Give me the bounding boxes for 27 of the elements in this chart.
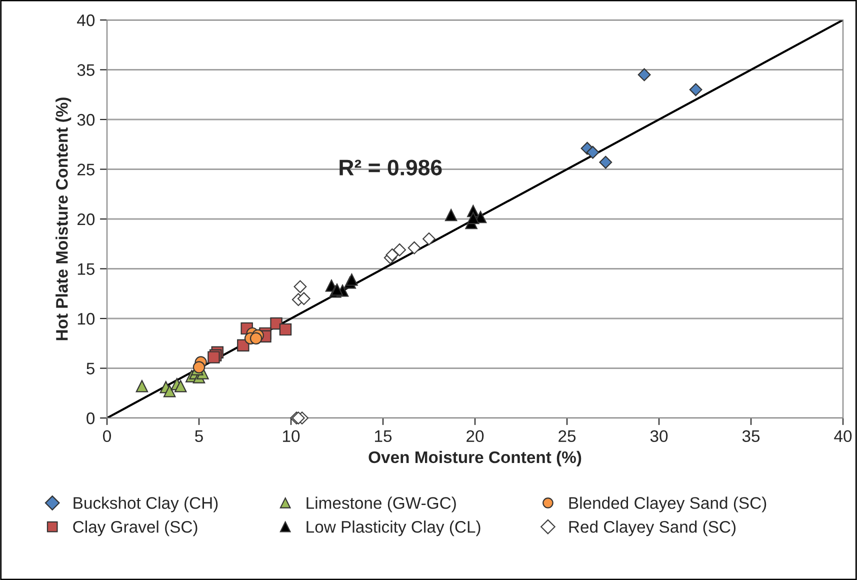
x-axis-title: Oven Moisture Content (%) [368, 450, 582, 466]
y-tick-label: 15 [78, 263, 94, 275]
x-tick-label: 5 [195, 430, 203, 442]
y-tick-label: 35 [77, 64, 94, 76]
x-tick-label: 0 [103, 430, 111, 442]
legend-label: Low Plasticity Clay (CL) [306, 520, 480, 536]
y-tick-label: 25 [77, 164, 94, 176]
y-axis-title: Hot Plate Moisture Content (%) [56, 98, 72, 340]
legend-label: Clay Gravel (SC) [73, 520, 198, 536]
y-tick-label: 0 [86, 412, 95, 424]
annotation: R² = 0.986 [340, 160, 442, 176]
x-tick-label: 20 [466, 430, 484, 442]
y-tick-label: 10 [78, 312, 95, 325]
legend-label: Buckshot Clay (CH) [74, 496, 218, 512]
x-tick-label: 35 [742, 430, 760, 442]
legend-label: Limestone (GW-GC) [306, 496, 456, 512]
x-tick-label: 40 [834, 430, 852, 442]
x-tick-label: 30 [650, 430, 668, 442]
legend-label: Blended Clayey Sand (SC) [569, 496, 766, 512]
y-tick-label: 5 [86, 362, 94, 374]
y-tick-label: 20 [77, 213, 95, 226]
x-tick-label: 15 [375, 430, 392, 442]
x-tick-label: 25 [558, 430, 576, 442]
y-tick-label: 30 [77, 114, 95, 126]
legend-label: Red Clayey Sand (SC) [569, 520, 736, 536]
x-tick-label: 10 [283, 430, 300, 442]
y-tick-label: 40 [77, 14, 95, 26]
